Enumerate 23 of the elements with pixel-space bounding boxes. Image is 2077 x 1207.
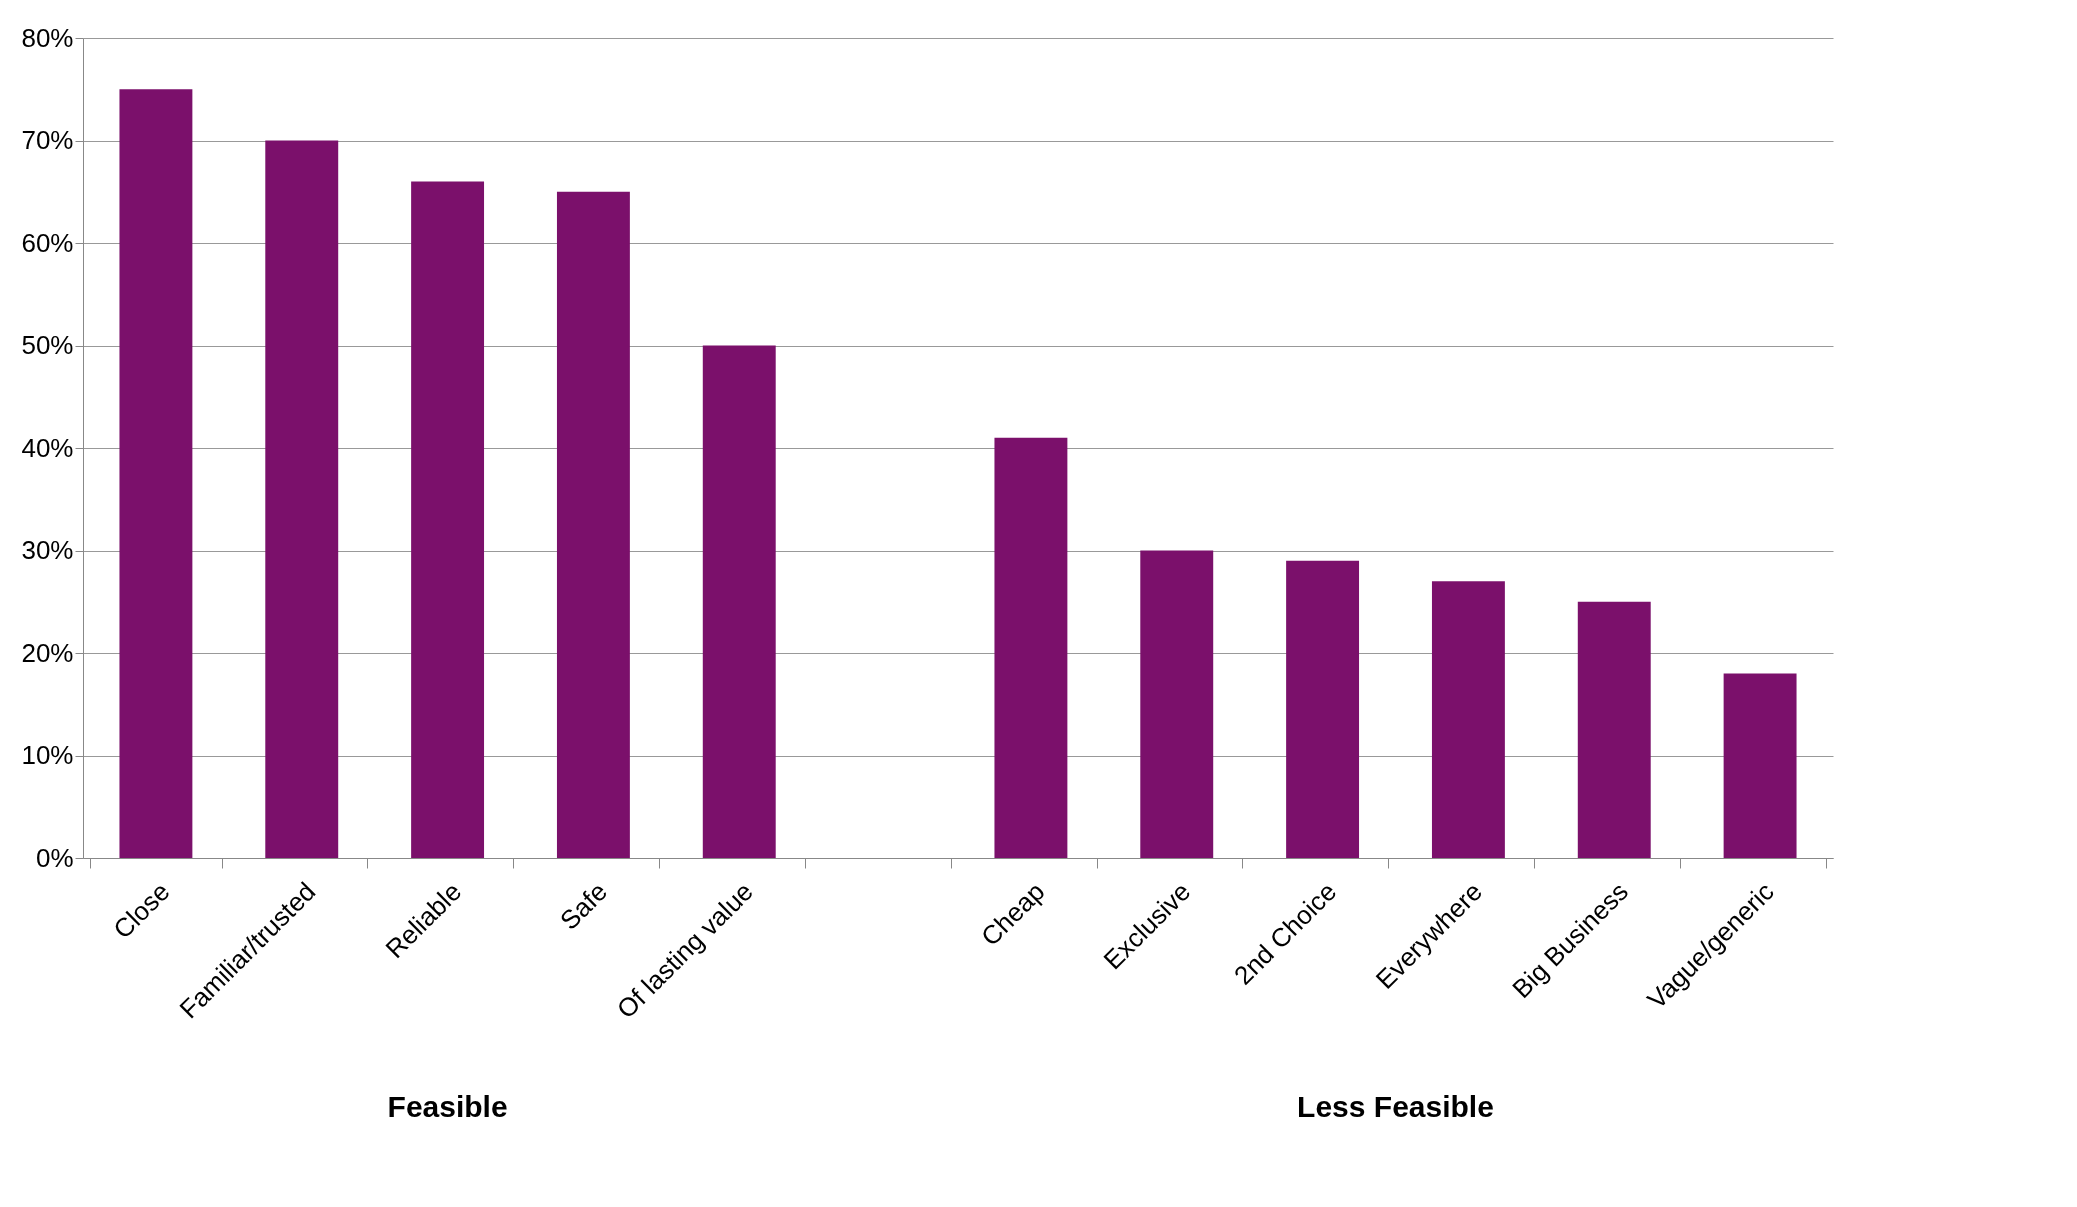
x-tick-label: Safe: [553, 876, 614, 936]
bar: [265, 140, 339, 858]
y-tick-label: 70%: [21, 125, 74, 155]
bar: [411, 181, 485, 858]
bar: [702, 345, 776, 858]
y-tick-label: 30%: [21, 535, 74, 565]
bar: [1140, 550, 1214, 858]
y-tick-label: 50%: [21, 330, 74, 360]
y-tick-label: 10%: [21, 740, 74, 770]
bar: [1431, 581, 1505, 858]
bar: [1286, 560, 1360, 858]
bar: [119, 89, 193, 858]
y-tick-label: 60%: [21, 227, 74, 258]
bar: [556, 191, 630, 858]
y-tick-label: 0%: [35, 842, 74, 873]
y-tick-label: 80%: [21, 22, 74, 53]
y-tick-label: 20%: [21, 637, 74, 668]
text: Feasible: [387, 1090, 508, 1123]
text: Less Feasible: [1297, 1090, 1494, 1123]
bar: [1723, 673, 1797, 858]
y-tick-label: 40%: [21, 432, 74, 463]
bar: [1577, 601, 1651, 858]
bar: [994, 437, 1068, 858]
